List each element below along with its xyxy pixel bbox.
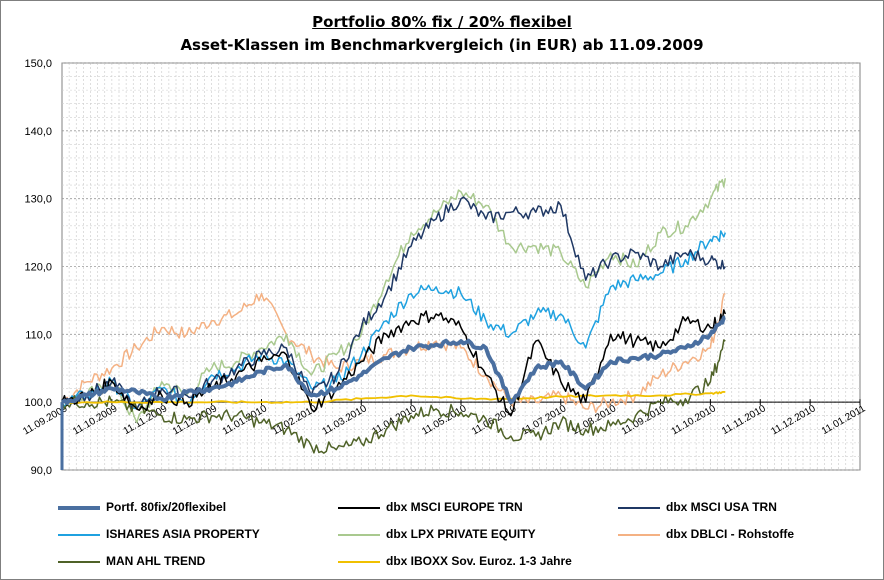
legend-swatch (338, 533, 380, 536)
series-line (61, 339, 726, 454)
legend-item-europe: dbx MSCI EUROPE TRN (338, 500, 523, 520)
legend-item-iboxx: dbx IBOXX Sov. Euroz. 1-3 Jahre (338, 554, 572, 574)
y-tick-label: 100,0 (24, 397, 52, 409)
y-tick-label: 120,0 (24, 262, 52, 274)
series-line (61, 196, 726, 411)
legend-item-ahl: MAN AHL TREND (58, 554, 205, 574)
y-tick-label: 140,0 (24, 126, 52, 138)
chart-subtitle: Asset-Klassen im Benchmarkvergleich (in … (180, 36, 704, 54)
y-tick-label: 130,0 (24, 194, 52, 206)
legend-swatch (618, 506, 660, 509)
legend-label: dbx MSCI EUROPE TRN (386, 500, 523, 514)
legend-label: dbx IBOXX Sov. Euroz. 1-3 Jahre (386, 554, 572, 568)
legend-label: dbx LPX PRIVATE EQUITY (386, 527, 536, 541)
legend-item-usa: dbx MSCI USA TRN (618, 500, 777, 520)
legend-item-asia: ISHARES ASIA PROPERTY (58, 527, 260, 547)
legend-label: dbx MSCI USA TRN (666, 500, 777, 514)
legend-swatch (338, 506, 380, 509)
y-tick-label: 110,0 (25, 329, 52, 341)
legend-item-portf: Portf. 80fix/20flexibel (58, 500, 226, 520)
series-line (60, 315, 726, 405)
series-line (61, 391, 726, 404)
legend-swatch (58, 505, 100, 510)
line-chart: 90,0100,0110,0120,0130,0140,0150,011.09.… (21, 58, 868, 477)
legend-item-dblci: dbx DBLCI - Rohstoffe (618, 527, 794, 547)
legend-label: dbx DBLCI - Rohstoffe (666, 527, 794, 541)
y-tick-label: 90,0 (31, 465, 52, 477)
legend-label: Portf. 80fix/20flexibel (106, 500, 227, 514)
chart-title: Portfolio 80% fix / 20% flexibel (312, 13, 572, 31)
series-line (61, 309, 727, 417)
legend-swatch (58, 560, 100, 563)
legend-label: MAN AHL TREND (106, 554, 206, 568)
series-line (61, 230, 727, 410)
legend-swatch (58, 533, 100, 536)
legend-item-lpx: dbx LPX PRIVATE EQUITY (338, 527, 536, 547)
legend-label: ISHARES ASIA PROPERTY (106, 527, 260, 541)
legend-swatch (338, 560, 380, 563)
y-tick-label: 150,0 (24, 58, 52, 70)
chart-legend: Portf. 80fix/20flexibel dbx MSCI EUROPE … (42, 492, 868, 578)
legend-swatch (618, 533, 660, 536)
